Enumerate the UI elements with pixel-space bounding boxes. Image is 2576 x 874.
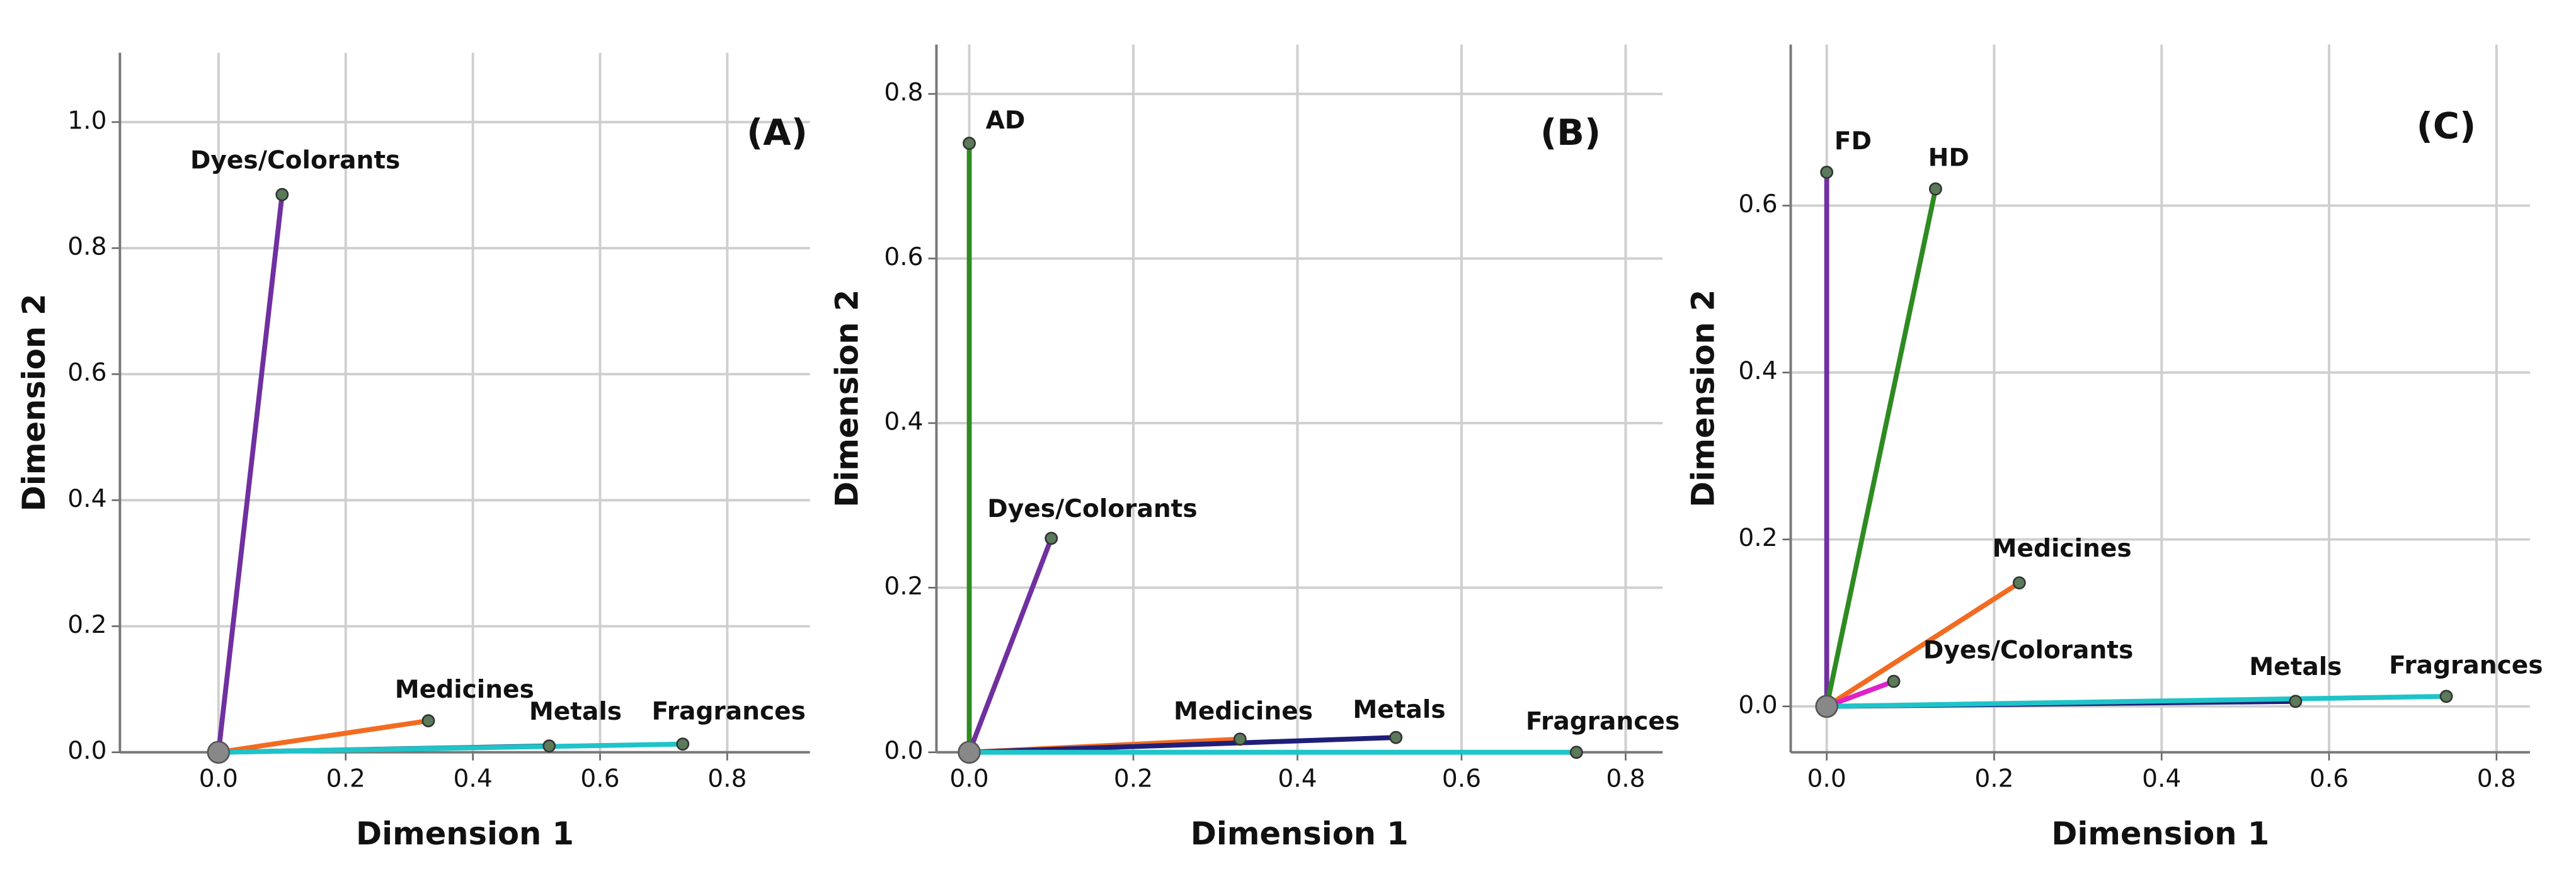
vector-line [1825, 581, 2021, 709]
vector-label: Medicines [1174, 698, 1313, 726]
x-tick-label: 0.0 [949, 765, 988, 793]
origin [1815, 695, 1838, 718]
panel-label: (C) [2417, 105, 2476, 147]
vector-end [963, 137, 976, 150]
vector-line [969, 735, 1396, 755]
y-axis-title: Dimension 2 [829, 290, 866, 508]
y-tick-label: 0.2 [1738, 524, 1777, 552]
vector-end [1820, 166, 1834, 179]
vector-line [218, 741, 683, 755]
x-tick-label: 0.2 [1114, 765, 1153, 793]
vector-line [966, 537, 1054, 754]
vector-end [542, 739, 556, 753]
vector-label: AD [986, 106, 1026, 135]
x-tick-label: 0.0 [199, 765, 238, 793]
y-tick-label: 0.4 [884, 407, 923, 436]
x-tick-label: 0.6 [2310, 765, 2349, 793]
y-tick-label: 0.6 [1738, 190, 1777, 219]
vector-line [215, 194, 285, 753]
vector-end [2012, 576, 2026, 590]
x-tick-label: 0.4 [454, 765, 493, 793]
x-axis-title: Dimension 1 [1191, 815, 1409, 852]
x-tick-label: 0.2 [326, 765, 365, 793]
vector-end [1045, 531, 1058, 545]
vector-label: Fragrances [2389, 651, 2543, 679]
y-tick-label: 0.6 [884, 243, 923, 271]
y-axis-title: Dimension 2 [16, 293, 52, 511]
vector-end [1233, 732, 1247, 746]
vector-end [2289, 695, 2303, 708]
y-tick-label: 0.2 [67, 611, 106, 639]
y-tick-label: 0.0 [67, 737, 106, 765]
panel: 0.0 0.2 0.4 0.6 0.8 0.0 0.2 0.4 0.6 0.8 Dimension … [829, 44, 1680, 852]
x-tick-label: 0.8 [1606, 765, 1645, 793]
vector-label: Fragrances [1526, 707, 1680, 735]
origin [958, 741, 981, 764]
x-tick-label: 0.2 [1974, 765, 2013, 793]
vector-line [1826, 693, 2447, 709]
vector-label: Medicines [395, 676, 534, 704]
panel-label: (B) [1540, 111, 1601, 154]
x-tick-label: 0.8 [707, 765, 747, 793]
vector-end [275, 188, 289, 201]
y-axis-title: Dimension 2 [1685, 290, 1721, 508]
vector-label: Medicines [1993, 535, 2132, 563]
vector-label: Fragrances [652, 698, 806, 726]
y-tick-label: 0.6 [67, 359, 106, 387]
vector-label: Dyes/Colorants [987, 495, 1197, 523]
origin [207, 741, 231, 764]
vector-label: Metals [1353, 696, 1445, 724]
x-tick-label: 0.4 [2142, 765, 2181, 793]
x-tick-label: 0.4 [1278, 765, 1317, 793]
vector-label: FD [1835, 127, 1872, 156]
x-tick-label: 0.0 [1807, 765, 1846, 793]
vector-end [676, 737, 690, 751]
vector-end [1569, 746, 1583, 759]
vector-end [2439, 690, 2453, 703]
y-tick-label: 0.0 [1738, 691, 1777, 719]
x-tick-label: 0.6 [1442, 765, 1481, 793]
y-tick-label: 0.4 [67, 485, 106, 513]
vector-label: HD [1928, 144, 1969, 173]
x-axis-title: Dimension 1 [2051, 815, 2269, 852]
vector-end [1389, 730, 1403, 744]
x-tick-label: 0.6 [580, 765, 619, 793]
y-tick-label: 0.0 [884, 737, 923, 765]
vector-label: Metals [529, 698, 622, 726]
x-tick-label: 0.8 [2477, 765, 2516, 793]
x-axis-title: Dimension 1 [356, 815, 574, 852]
y-tick-label: 0.8 [67, 233, 106, 261]
y-tick-label: 1.0 [67, 106, 106, 135]
y-tick-label: 0.8 [884, 79, 923, 107]
vector-label: Metals [2249, 653, 2342, 681]
y-tick-label: 0.4 [1738, 357, 1777, 385]
panel: 0.0 0.2 0.4 0.6 0.8 0.0 0.2 0.4 0.6 0.8 1.0 Dimensi… [16, 52, 810, 852]
vector-end [1887, 674, 1901, 688]
vector-end [1928, 182, 1942, 196]
y-tick-label: 0.2 [884, 572, 923, 601]
panel-label: (A) [747, 111, 808, 154]
vector-label: Dyes/Colorants [1923, 637, 2133, 665]
vector-line [218, 718, 429, 755]
panel: 0.0 0.2 0.4 0.6 0.8 0.0 0.2 0.4 0.6 Dimension 1 Di… [1685, 44, 2543, 852]
vector-label: Dyes/Colorants [190, 146, 400, 174]
vector-line [1824, 188, 1938, 707]
vector-end [421, 714, 435, 728]
vector-line [1826, 679, 1895, 709]
